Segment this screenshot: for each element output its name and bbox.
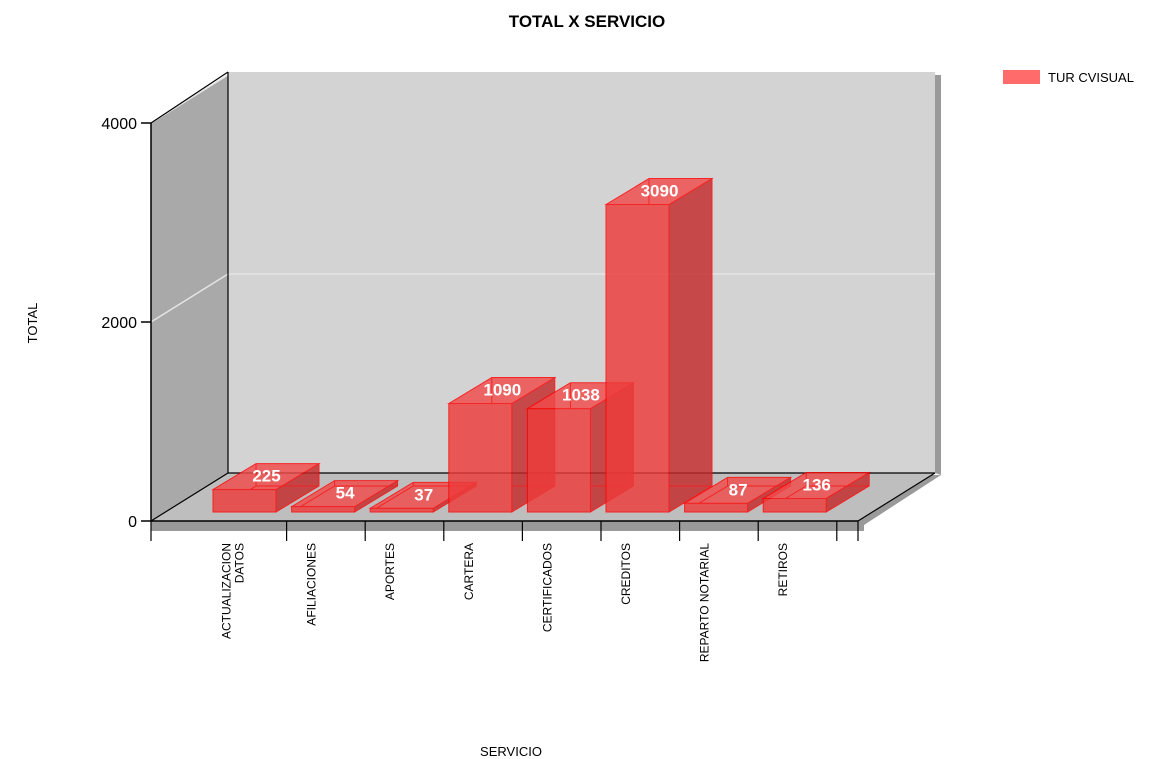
bar-front-face (212, 489, 277, 513)
x-axis-title: SERVICIO (480, 744, 542, 759)
x-tick-label: RETIROS (776, 543, 790, 596)
bar-front-face (291, 506, 356, 513)
x-tick-label-line: REPARTO NOTARIAL (698, 543, 712, 662)
bar[interactable] (604, 177, 714, 513)
legend-label: TUR CVISUAL (1048, 70, 1134, 85)
x-tick-label: CARTERA (462, 543, 476, 600)
frame-edge-floor-right (857, 472, 936, 522)
legend[interactable]: TUR CVISUAL (1003, 70, 1134, 85)
x-tick-label-line: CARTERA (462, 543, 476, 600)
y-tick-label: 0 (128, 514, 137, 531)
bar-front-face (684, 502, 749, 513)
bar-front-face (369, 507, 434, 513)
bar-front-face (762, 497, 827, 513)
data-label: 3090 (641, 182, 679, 201)
bar-side-face (668, 177, 713, 513)
x-tick-label: AFILIACIONES (305, 543, 319, 626)
data-label: 136 (803, 475, 831, 494)
data-label: 87 (729, 480, 748, 499)
bar[interactable] (761, 471, 871, 513)
bars (211, 177, 871, 513)
x-tick-label: CREDITOS (619, 543, 633, 605)
bar-front-face (605, 204, 670, 513)
x-axis: ACTUALIZACION DATOS AFILIACIONES APORTES CAR… (150, 520, 859, 662)
frame-edge-top-left (150, 71, 229, 124)
bar-inner-edge (369, 485, 414, 513)
data-label: 54 (336, 484, 355, 503)
data-label: 1090 (483, 381, 521, 400)
y-tick-label: 4000 (101, 116, 137, 133)
x-tick-label: CERTIFICADOS (540, 543, 554, 632)
x-tick-label-line: CERTIFICADOS (540, 543, 554, 632)
data-labels: 225 54 37 1090 1038 3090 87 136 (252, 182, 831, 505)
y-axis: 0 2000 4000 (101, 116, 152, 531)
data-label: 37 (414, 485, 433, 504)
bar[interactable] (289, 479, 400, 513)
x-tick-label-line: AFILIACIONES (305, 543, 319, 626)
back-wall (228, 72, 935, 473)
bar[interactable] (211, 462, 321, 513)
data-label: 225 (252, 467, 280, 486)
y-tick-label: 2000 (101, 315, 137, 332)
x-tick-label: APORTES (383, 543, 397, 600)
x-tick-label: REPARTO NOTARIAL (698, 543, 712, 662)
x-tick-label-line: ACTUALIZACION (220, 543, 234, 639)
chart-title: TOTAL X SERVICIO (509, 12, 666, 31)
frame-edge-floor-left (150, 472, 229, 522)
x-tick-label-line: DATOS (233, 543, 247, 583)
data-label: 1038 (562, 386, 600, 405)
x-tick-label-line: CREDITOS (619, 543, 633, 605)
legend-swatch (1003, 70, 1040, 84)
x-tick-label-line: APORTES (383, 543, 397, 600)
gridline-side (150, 273, 229, 323)
x-tick-label: ACTUALIZACION DATOS (220, 543, 247, 639)
y-axis-title: TOTAL (25, 303, 40, 344)
bar-front-face (448, 403, 513, 513)
x-tick-label-line: RETIROS (776, 543, 790, 596)
bar-front-face (526, 408, 591, 513)
